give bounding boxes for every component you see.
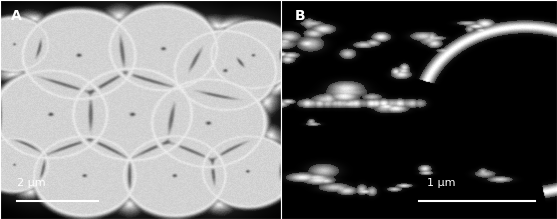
Text: 2 μm: 2 μm [17,178,46,188]
Text: B: B [295,9,305,23]
Text: 1 μm: 1 μm [427,178,456,188]
Text: A: A [11,9,22,23]
